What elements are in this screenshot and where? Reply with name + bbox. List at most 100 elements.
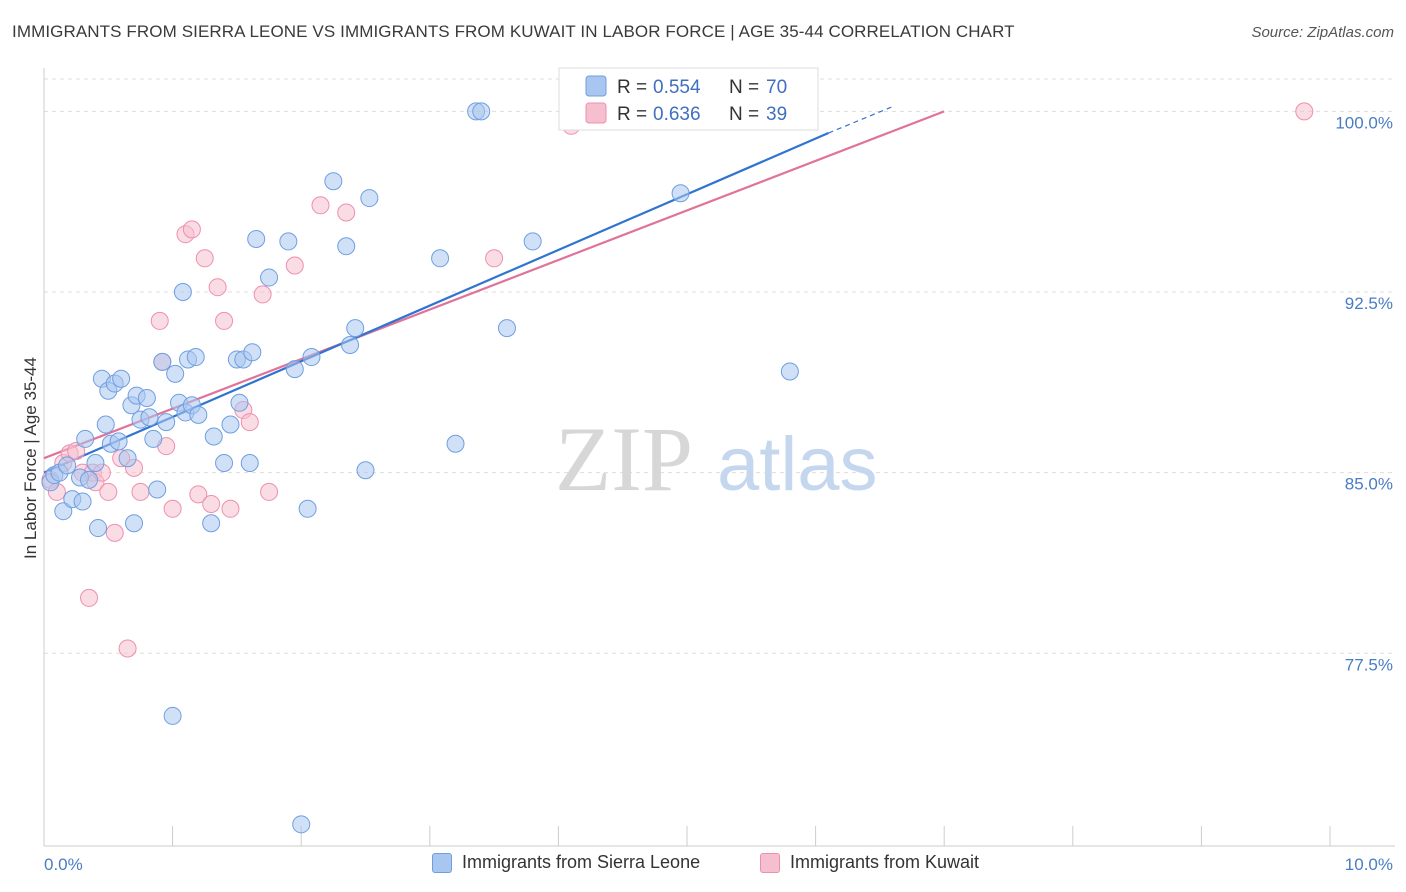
sierra-leone-point [148, 480, 167, 499]
sierra-leone-point [144, 429, 163, 448]
legend-swatch-blue [585, 75, 607, 97]
sierra-leone-point [215, 454, 234, 473]
legend-r-label-1: R = [617, 77, 647, 98]
tick-labels: 100.0% 92.5% 85.0% 77.5% 0.0% 10.0% [44, 113, 1393, 874]
legend-swatch-sierra-leone [432, 852, 452, 873]
kuwait-point [221, 499, 240, 518]
axes [43, 68, 1395, 847]
watermark: ZIP atlas [555, 408, 878, 510]
sierra-leone-point [671, 184, 690, 203]
sierra-leone-point [337, 237, 356, 256]
sierra-leone-point [73, 492, 92, 511]
series-sierra-leone-points [41, 102, 799, 834]
sierra-leone-point [243, 343, 262, 362]
kuwait-point [1295, 102, 1314, 121]
kuwait-point [131, 482, 150, 501]
y-tick-label: 77.5% [1345, 655, 1393, 674]
sierra-leone-point [157, 413, 176, 432]
legend-label-kuwait: Immigrants from Kuwait [790, 852, 980, 872]
sierra-leone-point [89, 519, 108, 538]
sierra-leone-point [173, 283, 192, 302]
trend-line-sierra-leone [43, 132, 829, 474]
sierra-leone-point [125, 514, 144, 533]
kuwait-point [182, 220, 201, 239]
kuwait-point [208, 278, 227, 297]
y-tick-label: 92.5% [1345, 294, 1393, 313]
sierra-leone-point [166, 364, 185, 383]
kuwait-point [253, 285, 272, 304]
sierra-leone-point [118, 449, 137, 468]
sierra-leone-point [54, 502, 73, 521]
kuwait-point [105, 523, 124, 542]
sierra-leone-point [260, 268, 279, 287]
kuwait-point [80, 588, 99, 607]
sierra-leone-point [202, 514, 221, 533]
legend-item-kuwait[interactable]: Immigrants from Kuwait [760, 852, 979, 873]
sierra-leone-point [86, 454, 105, 473]
kuwait-point [150, 311, 169, 330]
kuwait-point [240, 413, 259, 432]
sierra-leone-point [204, 427, 223, 446]
sierra-leone-point [96, 415, 115, 434]
sierra-leone-point [58, 456, 77, 475]
kuwait-point [195, 249, 214, 268]
sierra-leone-point [446, 434, 465, 453]
sierra-leone-point [324, 172, 343, 191]
kuwait-point [311, 196, 330, 215]
sierra-leone-point [247, 230, 266, 249]
legend-n-value-1: 70 [766, 77, 787, 98]
legend-label-sierra-leone: Immigrants from Sierra Leone [462, 852, 701, 872]
sierra-leone-point [298, 499, 317, 518]
sierra-leone-point [109, 432, 128, 451]
trend-line-sierra-leone-extension [828, 105, 893, 134]
chart-title: IMMIGRANTS FROM SIERRA LEONE VS IMMIGRAN… [12, 22, 1015, 41]
sierra-leone-point [497, 319, 516, 338]
legend-r-value-1: 0.554 [653, 77, 701, 98]
kuwait-point [163, 499, 182, 518]
sierra-leone-point [285, 360, 304, 379]
legend-n-label-1: N = [729, 77, 759, 98]
y-tick-label: 100.0% [1335, 113, 1393, 132]
sierra-leone-point [221, 415, 240, 434]
sierra-leone-point [163, 706, 182, 725]
legend-r-label-2: R = [617, 104, 647, 125]
stats-legend: R = 0.554 N = 70 R = 0.636 N = 39 [558, 67, 819, 131]
sierra-leone-point [137, 388, 156, 407]
legend-swatch-pink [585, 102, 607, 124]
sierra-leone-point [240, 454, 259, 473]
sierra-leone-point [346, 319, 365, 338]
kuwait-point [215, 311, 234, 330]
sierra-leone-point [230, 393, 249, 412]
sierra-leone-point [186, 348, 205, 367]
sierra-leone-point [76, 429, 95, 448]
sierra-leone-point [279, 232, 298, 251]
sierra-leone-point [523, 232, 542, 251]
legend-item-sierra-leone[interactable]: Immigrants from Sierra Leone [432, 852, 700, 873]
kuwait-point [202, 494, 221, 513]
legend-n-label-2: N = [729, 104, 759, 125]
legend-n-value-2: 39 [766, 104, 787, 125]
sierra-leone-point [153, 352, 172, 371]
sierra-leone-point [341, 335, 360, 354]
sierra-leone-point [140, 408, 159, 427]
sierra-leone-point [360, 189, 379, 208]
sierra-leone-point [780, 362, 799, 381]
y-tick-label: 85.0% [1345, 475, 1393, 494]
kuwait-point [285, 256, 304, 275]
x-tick-label: 10.0% [1345, 855, 1393, 874]
kuwait-point [99, 482, 118, 501]
kuwait-point [485, 249, 504, 268]
bottom-legend: Immigrants from Sierra Leone Immigrants … [0, 852, 1406, 878]
sierra-leone-point [431, 249, 450, 268]
watermark-zip: ZIP [555, 408, 693, 510]
legend-swatch-kuwait [760, 852, 780, 873]
kuwait-point [189, 485, 208, 504]
source-credit: Source: ZipAtlas.com [1251, 24, 1394, 41]
watermark-atlas: atlas [717, 422, 878, 507]
sierra-leone-point [292, 815, 311, 834]
kuwait-point [337, 203, 356, 222]
sierra-leone-point [80, 470, 99, 489]
kuwait-point [67, 441, 86, 460]
legend-r-value-2: 0.636 [653, 104, 701, 125]
